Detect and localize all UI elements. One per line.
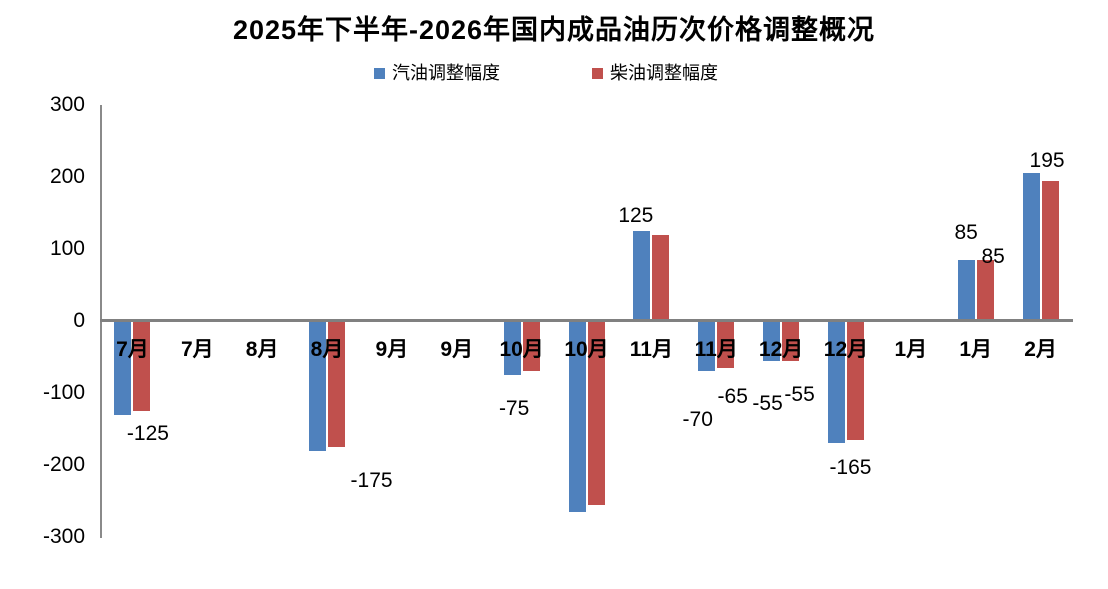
- legend-item-diesel: 柴油调整幅度: [592, 62, 718, 84]
- legend: 汽油调整幅度 柴油调整幅度: [0, 62, 1100, 84]
- bar-gasoline-8月: [309, 321, 327, 451]
- legend-item-gasoline: 汽油调整幅度: [374, 62, 500, 84]
- bar-diesel-1月: [976, 259, 994, 321]
- gasoline-legend-swatch-icon: [374, 67, 385, 79]
- y-axis-tick-label: 300: [49, 93, 85, 116]
- bar-diesel-11月: [717, 321, 735, 368]
- x-axis-category-label: 9月: [440, 338, 474, 361]
- bar-gasoline-1月: [957, 259, 975, 321]
- data-label: 125: [618, 204, 654, 227]
- bar-diesel-7月: [133, 321, 151, 411]
- y-axis-tick-label: 200: [49, 165, 85, 188]
- data-label: -75: [498, 397, 530, 420]
- bar-diesel-2月: [1041, 180, 1059, 321]
- y-axis-tick-label: -100: [42, 381, 85, 404]
- data-label: -165: [829, 455, 872, 479]
- bar-gasoline-7月: [114, 321, 132, 415]
- bar-diesel-10月: [587, 321, 605, 505]
- bar-gasoline-12月: [763, 321, 781, 361]
- x-axis-category-label: 12月: [823, 338, 869, 361]
- x-axis-category-label: 1月: [959, 338, 993, 361]
- bar-gasoline-10月: [568, 321, 586, 512]
- x-axis-category-label: 1月: [894, 338, 928, 361]
- bar-diesel-12月: [782, 321, 800, 361]
- bar-diesel-10月: [522, 321, 540, 372]
- data-label: -55: [752, 391, 783, 415]
- bar-diesel-11月: [652, 234, 670, 321]
- x-axis-category-label: 10月: [499, 338, 544, 361]
- data-label: -65: [717, 384, 748, 408]
- bar-gasoline-11月: [698, 321, 716, 372]
- bar-diesel-12月: [846, 321, 864, 440]
- x-axis-category-label: 11月: [694, 338, 738, 361]
- bar-gasoline-12月: [827, 321, 845, 444]
- bar-gasoline-2月: [1022, 173, 1040, 321]
- data-label: -175: [350, 469, 393, 492]
- x-axis-category-label: 11月: [629, 338, 673, 361]
- x-axis-category-label: 7月: [116, 338, 149, 361]
- data-label: -55: [784, 382, 815, 406]
- y-axis-tick-label: -300: [42, 525, 85, 548]
- data-label: 85: [954, 220, 978, 244]
- bar-gasoline-11月: [633, 231, 651, 321]
- bar-diesel-8月: [328, 321, 346, 447]
- x-axis-category-label: 12月: [758, 338, 804, 361]
- x-axis-category-label: 9月: [375, 338, 409, 361]
- gasoline-legend-label: 汽油调整幅度: [392, 63, 500, 83]
- x-axis-category-label: 8月: [310, 338, 344, 361]
- data-label: -70: [682, 408, 713, 432]
- diesel-legend-label: 柴油调整幅度: [610, 63, 718, 83]
- bar-gasoline-10月: [503, 321, 521, 375]
- y-axis-tick-label: 0: [73, 309, 85, 332]
- x-axis-category-label: 8月: [245, 338, 279, 361]
- chart-title: 2025年下半年-2026年国内成品油历次价格调整概况: [232, 15, 876, 45]
- x-axis-line: [100, 319, 1073, 322]
- data-label: 195: [1029, 148, 1065, 172]
- x-axis-category-label: 10月: [564, 338, 609, 361]
- data-label: -125: [126, 422, 169, 445]
- diesel-legend-swatch-icon: [592, 67, 603, 79]
- y-axis-tick-label: -200: [42, 453, 85, 476]
- y-axis-tick-label: 100: [49, 237, 85, 260]
- x-axis-category-label: 2月: [1024, 338, 1057, 361]
- x-axis-category-label: 7月: [180, 338, 214, 361]
- data-label: 85: [981, 244, 1005, 268]
